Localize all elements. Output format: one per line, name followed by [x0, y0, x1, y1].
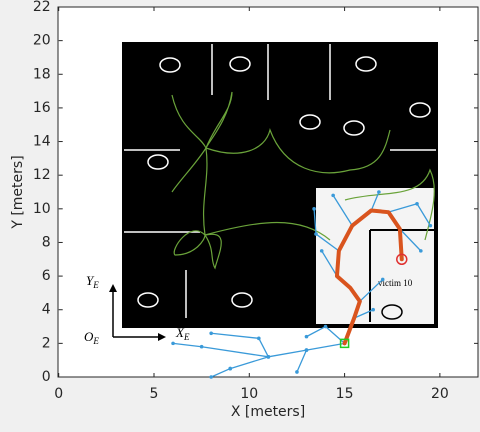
y-tick-label: 8 [42, 234, 51, 250]
frame-arrows [109, 284, 166, 341]
tree-node [199, 344, 204, 349]
tree-node [323, 324, 328, 329]
obstacle [147, 154, 169, 170]
tree-node [415, 201, 419, 206]
y-tick-label: 22 [33, 0, 51, 15]
tree-node [209, 331, 213, 336]
tree-node [377, 190, 381, 194]
frame-label: XE [175, 325, 190, 342]
y-tick-label: 4 [42, 302, 51, 318]
victim-label: victim 10 [378, 278, 413, 288]
road [204, 221, 331, 241]
obstacle [381, 304, 403, 320]
frame-subscript: E [92, 336, 99, 346]
road [173, 147, 222, 270]
voronoi-roads [171, 91, 435, 270]
tree-node [428, 223, 433, 228]
tree-node [266, 355, 271, 359]
frame-letter: X [175, 325, 185, 340]
series-line [334, 208, 404, 346]
arrow-head [158, 333, 166, 341]
obstacle [229, 56, 251, 72]
goal-marker [396, 253, 408, 266]
y-tick-label: 0 [42, 369, 51, 385]
explored-area [316, 188, 436, 324]
tree-node [371, 307, 375, 312]
start-marker [339, 338, 350, 349]
tree-node [228, 366, 233, 371]
tree-node [171, 341, 175, 346]
tree-node [331, 193, 335, 198]
obstacle [159, 57, 181, 73]
tree-node [304, 348, 309, 352]
frame-letter: O [84, 329, 94, 344]
y-tick-label: 14 [33, 134, 51, 150]
frame-subscript: E [92, 280, 99, 290]
arrow-head [109, 284, 117, 292]
x-axis-label: X [meters] [231, 404, 305, 420]
tree-node [419, 249, 423, 253]
y-tick-label: 10 [33, 201, 51, 217]
y-tick-label: 2 [42, 335, 51, 351]
road [344, 168, 435, 241]
road [205, 127, 391, 174]
frame-label: YE [86, 273, 99, 290]
tree-node [257, 336, 261, 341]
room-walls [124, 44, 436, 318]
tree-node [295, 370, 299, 374]
x-tick-label: 5 [150, 386, 159, 402]
tree-node [319, 249, 324, 253]
tree-node [380, 277, 385, 282]
map-border [122, 42, 438, 328]
tree-node [314, 232, 318, 236]
y-axis-label: Y [meters] [10, 155, 26, 229]
frame-letter: Y [86, 273, 95, 288]
y-tick-label: 18 [33, 66, 51, 82]
obstacle [409, 102, 431, 118]
obstacles [137, 56, 431, 320]
x-tick-label: 0 [54, 386, 63, 402]
y-tick-label: 6 [42, 268, 51, 284]
road [171, 91, 233, 193]
obstacle [355, 56, 377, 72]
tree-node [209, 375, 213, 379]
frame-label: OE [84, 329, 99, 346]
tree-node [304, 334, 309, 339]
obstacle [231, 292, 253, 308]
obstacle [137, 292, 159, 308]
obstacle [343, 120, 365, 136]
y-tick-label: 16 [33, 100, 51, 116]
obstacle [299, 114, 321, 130]
y-tick-label: 20 [33, 33, 51, 49]
tree-node [312, 207, 316, 211]
x-tick-label: 10 [240, 386, 258, 402]
x-tick-label: 20 [431, 386, 449, 402]
x-tick-label: 15 [336, 386, 354, 402]
frame-subscript: E [183, 332, 190, 342]
y-tick-label: 12 [33, 167, 51, 183]
